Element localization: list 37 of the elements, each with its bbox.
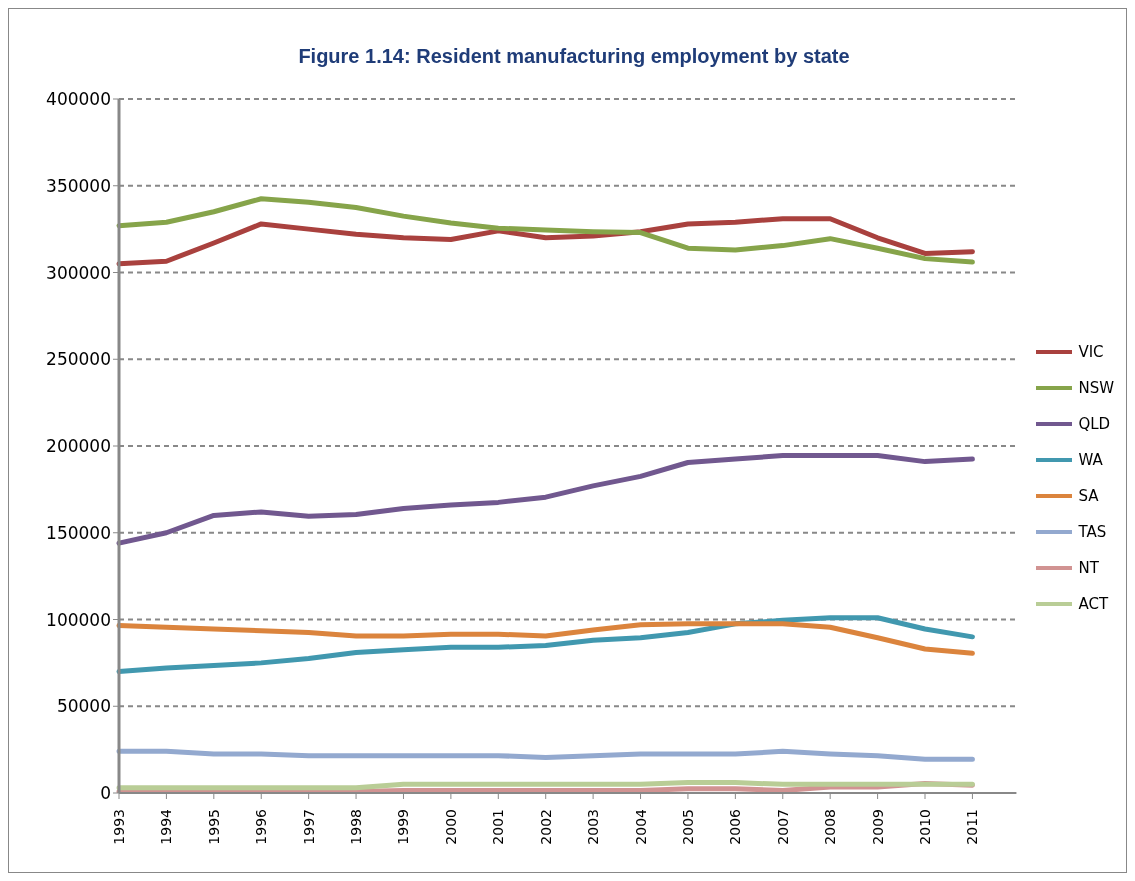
x-tick-label: 2005 [679, 809, 696, 845]
x-tick-label: 1997 [300, 809, 317, 845]
y-tick-label: 250000 [46, 349, 111, 370]
x-tick-label: 2006 [727, 808, 744, 845]
y-tick-label: 150000 [46, 522, 111, 543]
y-tick-label: 400000 [46, 89, 111, 110]
legend-label: VIC [1078, 343, 1104, 361]
legend-label: QLD [1078, 415, 1111, 433]
x-tick-label: 2003 [585, 809, 602, 845]
legend-label: SA [1078, 487, 1099, 505]
x-tick-label: 2009 [869, 809, 886, 845]
x-tick-label: 1993 [111, 809, 127, 845]
x-tick-label: 1995 [205, 809, 222, 845]
x-tick-label: 2000 [442, 809, 459, 845]
x-tick-label: 1999 [395, 809, 412, 845]
x-tick-label: 2007 [774, 809, 791, 845]
x-tick-label: 2002 [537, 809, 554, 845]
x-tick-label: 2004 [632, 808, 649, 845]
x-tick-label: 2011 [964, 809, 981, 845]
x-tick-label: 2010 [917, 809, 934, 845]
y-tick-label: 50000 [56, 696, 111, 717]
x-tick-label: 1994 [158, 808, 175, 845]
legend-label: ACT [1078, 595, 1109, 613]
y-tick-label: 350000 [46, 175, 111, 196]
y-tick-label: 100000 [46, 609, 111, 630]
y-tick-label: 0 [100, 783, 111, 804]
x-tick-label: 1998 [348, 809, 365, 845]
legend-label: NSW [1078, 379, 1114, 397]
legend-label: WA [1078, 451, 1103, 469]
legend-label: TAS [1078, 523, 1107, 541]
x-tick-label: 2001 [490, 809, 507, 845]
y-tick-label: 300000 [46, 262, 111, 283]
x-tick-label: 1996 [253, 808, 270, 845]
x-tick-label: 2008 [822, 809, 839, 845]
chart-title: Figure 1.14: Resident manufacturing employment by state [297, 45, 851, 68]
legend-label: NT [1078, 559, 1099, 577]
y-tick-label: 200000 [46, 436, 111, 457]
